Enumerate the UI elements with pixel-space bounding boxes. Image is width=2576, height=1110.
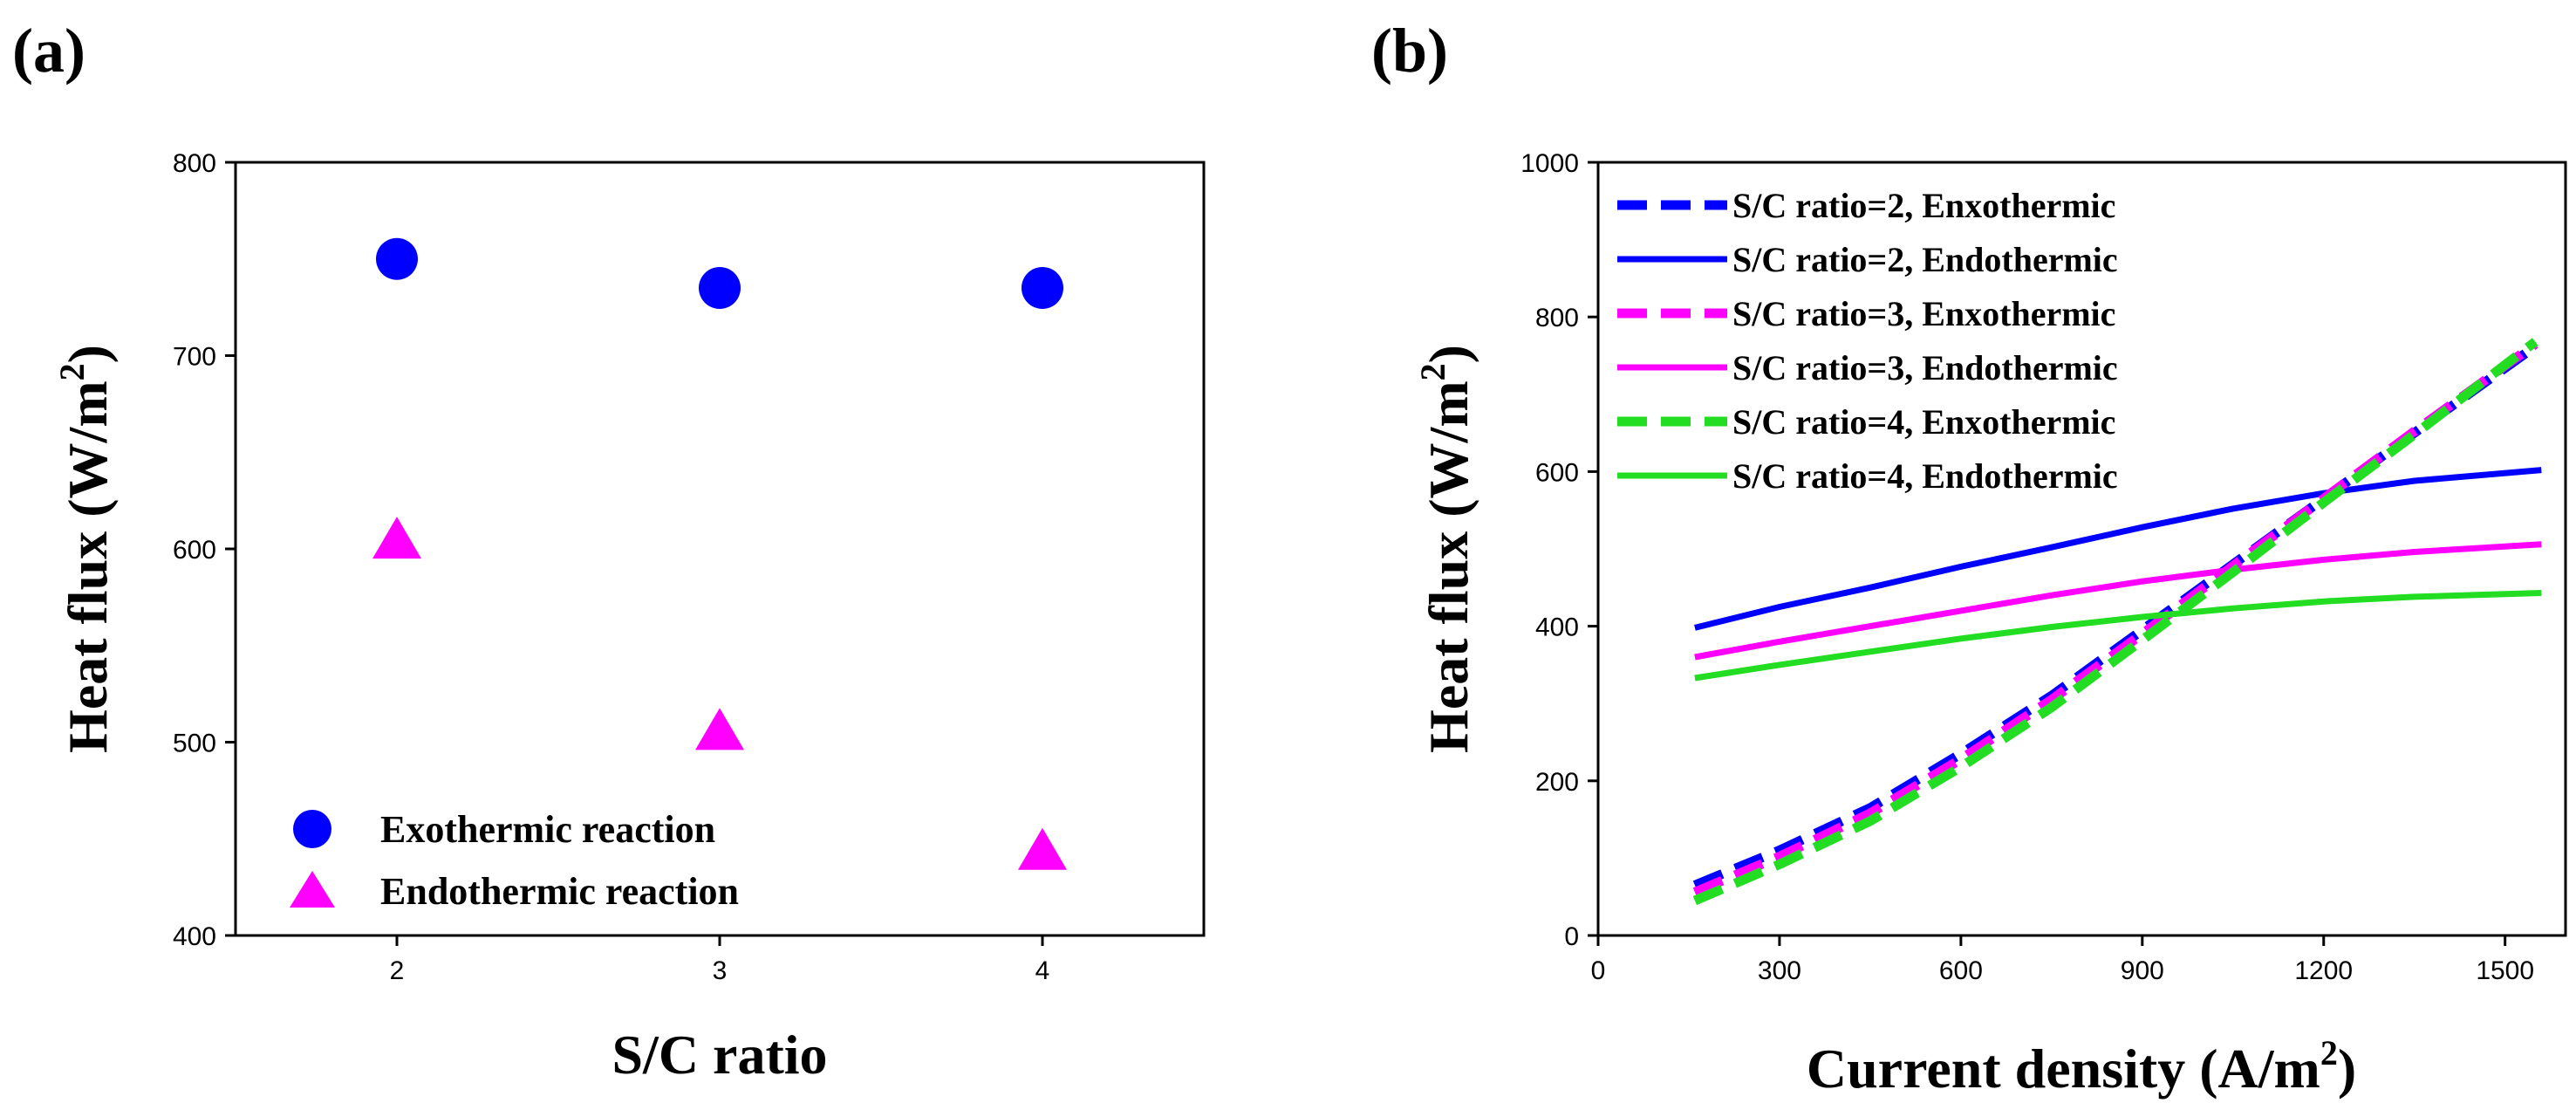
legend-label-s-c-ratio-3-enxothermic: S/C ratio=3, Enxothermic	[1732, 294, 2115, 333]
panel-b-x-tick-label: 1200	[2294, 956, 2353, 985]
panel-a-y-title-close: )	[57, 345, 119, 363]
panel-b-y-tick-label: 200	[1535, 768, 1579, 797]
series-line-s-c-ratio-2-endothermic	[1694, 467, 2542, 631]
legend-label-exothermic: Exothermic reaction	[380, 808, 715, 851]
panel-a: (a) 2 3 4 400 500 600 700 800 S/C ratio Heat fl…	[12, 16, 1206, 1086]
panel-a-y-title-sup: 2	[52, 363, 92, 380]
panel-b-x-tick-label: 1500	[2476, 956, 2534, 985]
panel-b-y-axis-title: Heat flux (W/m2)	[1413, 345, 1479, 753]
panel-a-label: (a)	[12, 16, 85, 86]
panel-a-x-tick-label: 2	[390, 956, 405, 985]
panel-b-y-title-main: Heat flux (W/m	[1418, 380, 1479, 753]
panel-b-x-title-sup: 2	[2320, 1033, 2338, 1072]
panel-a-marks	[372, 237, 1067, 870]
series-line-s-c-ratio-4-enxothermic	[1692, 338, 2538, 906]
panel-b-x-axis-title: Current density (A/m2)	[1807, 1033, 2356, 1100]
panel-a-x-tick-label: 3	[713, 956, 728, 985]
legend-label-s-c-ratio-4-enxothermic: S/C ratio=4, Enxothermic	[1732, 402, 2115, 442]
legend-label-s-c-ratio-2-endothermic: S/C ratio=2, Endothermic	[1732, 240, 2118, 279]
panel-b-ticks: 0 300 600 900 1200 1500 0 200 400 600 800 1000	[1520, 149, 2534, 985]
panel-a-y-tick-label: 800	[173, 149, 216, 178]
panel-b-y-tick-label: 800	[1535, 304, 1579, 332]
panel-b-label: (b)	[1371, 16, 1448, 86]
panel-b: (b) 0 300 600 900 1200 150002004006008001000 …	[1371, 16, 2567, 1100]
point-endothermic-reaction-3	[695, 708, 744, 750]
point-exothermic-reaction-3	[699, 266, 741, 309]
panel-a-y-tick-label: 600	[173, 536, 216, 565]
panel-b-y-title-close: )	[1418, 345, 1479, 363]
panel-b-y-title-sup: 2	[1413, 363, 1452, 380]
panel-b-y-tick-label: 1000	[1520, 149, 1579, 178]
panel-b-x-title-close: )	[2338, 1038, 2356, 1100]
panel-b-legend: S/C ratio=2, Enxothermic S/C ratio=2, End…	[1617, 186, 2118, 496]
panel-b-y-tick-label: 400	[1535, 613, 1579, 642]
panel-a-y-tick-label: 700	[173, 343, 216, 372]
series-line-s-c-ratio-3-endothermic	[1694, 541, 2542, 661]
panel-b-x-tick-label: 0	[1591, 956, 1606, 985]
panel-b-marks	[1692, 338, 2542, 906]
legend-label-s-c-ratio-3-endothermic: S/C ratio=3, Endothermic	[1732, 348, 2118, 387]
panel-a-y-title-main: Heat flux (W/m	[57, 380, 119, 753]
panel-b-y-tick-label: 600	[1535, 458, 1579, 487]
panel-b-plot-frame	[1596, 161, 2567, 937]
panel-a-y-tick-label: 400	[173, 922, 216, 951]
panel-b-x-title-main: Current density (A/m	[1807, 1038, 2320, 1100]
panel-b-x-tick-label: 300	[1758, 956, 1801, 985]
point-endothermic-reaction-2	[372, 517, 421, 559]
legend-label-s-c-ratio-4-endothermic: S/C ratio=4, Endothermic	[1732, 456, 2118, 496]
series-line-s-c-ratio-4-endothermic	[1694, 590, 2542, 682]
legend-marker-endothermic	[290, 871, 335, 908]
legend-marker-exothermic	[293, 810, 331, 848]
panel-a-legend: Exothermic reaction Endothermic reaction	[290, 808, 739, 913]
point-exothermic-reaction-2	[376, 237, 418, 280]
point-endothermic-reaction-4	[1018, 827, 1067, 870]
legend-label-s-c-ratio-2-enxothermic: S/C ratio=2, Enxothermic	[1732, 186, 2115, 225]
panel-a-ticks: 2 3 4 400 500 600 700 800	[173, 149, 1049, 985]
panel-a-y-tick-label: 500	[173, 730, 216, 758]
panel-a-x-tick-label: 4	[1035, 956, 1050, 985]
panel-b-x-tick-label: 900	[2121, 956, 2164, 985]
panel-b-x-tick-label: 600	[1939, 956, 1983, 985]
point-exothermic-reaction-4	[1022, 266, 1063, 309]
panel-b-y-tick-label: 0	[1564, 922, 1579, 951]
panel-a-y-axis-title: Heat flux (W/m2)	[52, 345, 119, 753]
legend-label-endothermic: Endothermic reaction	[380, 870, 739, 913]
panel-a-x-axis-title: S/C ratio	[612, 1024, 827, 1086]
